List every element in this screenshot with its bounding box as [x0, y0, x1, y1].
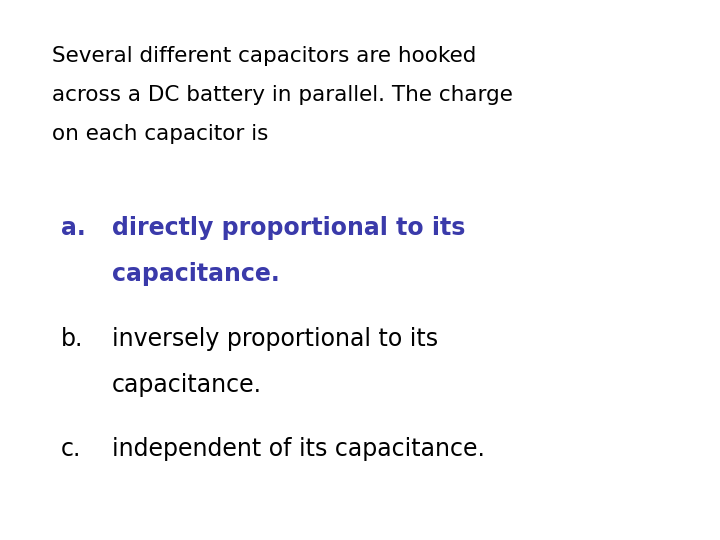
- Text: capacitance.: capacitance.: [112, 373, 261, 396]
- Text: b.: b.: [61, 327, 84, 350]
- Text: on each capacitor is: on each capacitor is: [52, 124, 269, 144]
- Text: directly proportional to its: directly proportional to its: [112, 216, 465, 240]
- Text: a.: a.: [61, 216, 86, 240]
- Text: inversely proportional to its: inversely proportional to its: [112, 327, 438, 350]
- Text: capacitance.: capacitance.: [112, 262, 279, 286]
- Text: across a DC battery in parallel. The charge: across a DC battery in parallel. The cha…: [52, 85, 513, 105]
- Text: c.: c.: [61, 437, 81, 461]
- Text: Several different capacitors are hooked: Several different capacitors are hooked: [52, 46, 476, 66]
- Text: independent of its capacitance.: independent of its capacitance.: [112, 437, 485, 461]
